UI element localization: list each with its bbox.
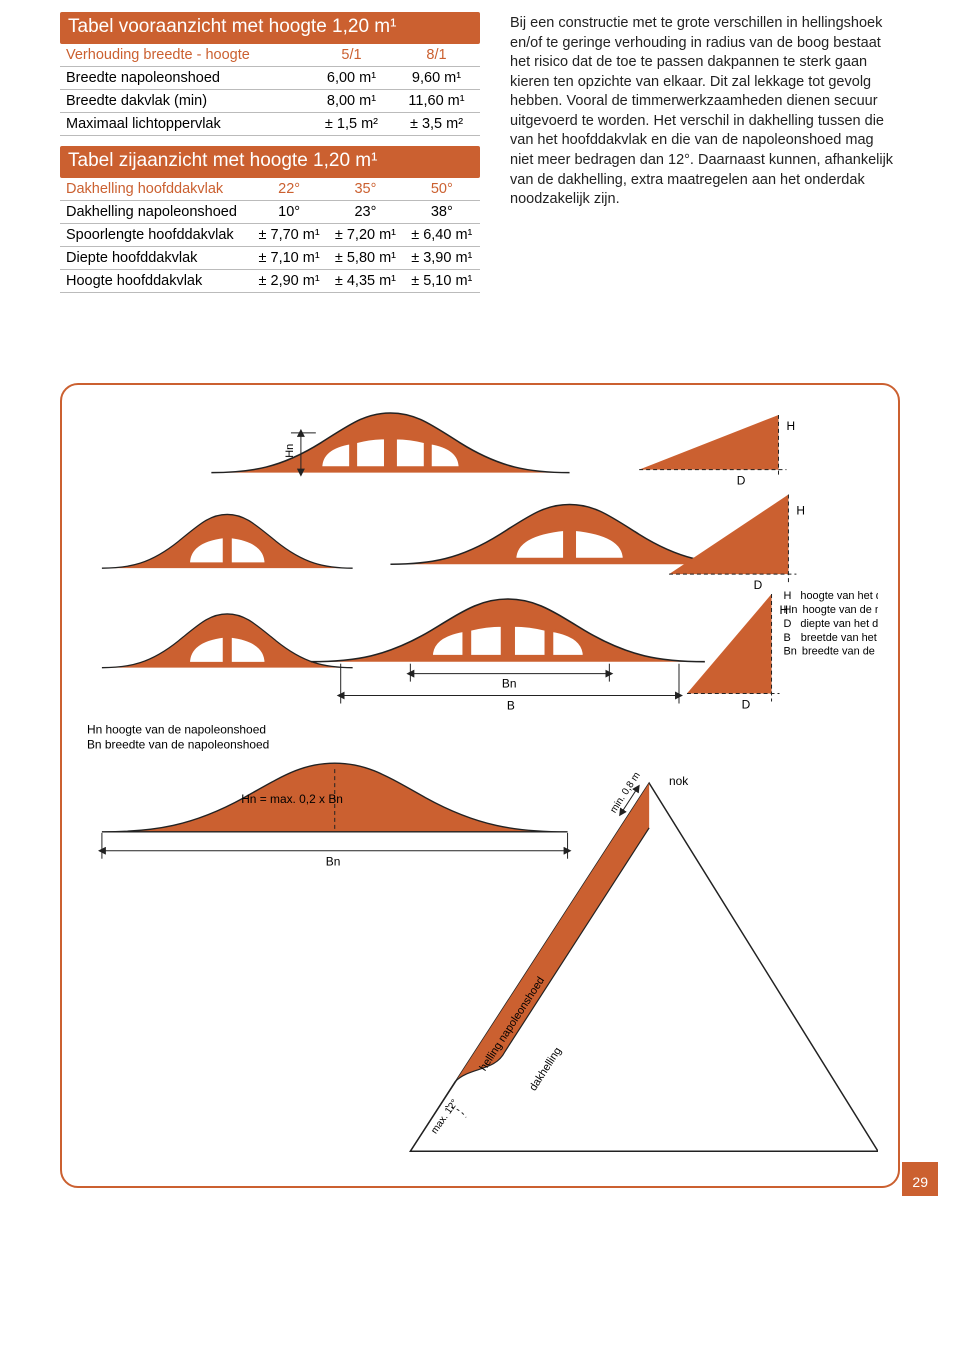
svg-text:Hn hoogte van de napoleonshoed: Hn hoogte van de napoleonshoed <box>783 604 878 616</box>
t2-r2c0: Diepte hoofddakvlak <box>60 247 251 270</box>
t2-r1c0: Spoorlengte hoofddakvlak <box>60 224 251 247</box>
t2-r3c0: Hoogte hoofddakvlak <box>60 270 251 293</box>
t2-r2c3: ± 3,90 m¹ <box>404 247 480 270</box>
t2-r2c2: ± 5,80 m¹ <box>327 247 403 270</box>
t1-r2c0: Maximaal lichtoppervlak <box>60 113 310 136</box>
table2-title: Tabel zijaanzicht met hoogte 1,20 m¹ <box>60 146 480 178</box>
table1: Verhouding breedte - hoogte 5/1 8/1 Bree… <box>60 44 480 136</box>
legend-right: H hoogte van het dak Hn hoogte van de na… <box>783 590 878 658</box>
label-Bn-lower: Bn <box>326 855 341 869</box>
page-number: 29 <box>902 1162 938 1196</box>
t2-r1c3: ± 6,40 m¹ <box>404 224 480 247</box>
t2-r0c3: 38° <box>404 201 480 224</box>
t1-r0c0: Breedte napoleonshoed <box>60 67 310 90</box>
t2-r0c0: Dakhelling napoleonshoed <box>60 201 251 224</box>
t1-r2c2: ± 3,5 m² <box>393 113 480 136</box>
label-D3: D <box>742 697 751 711</box>
label-max12: max. 12° <box>429 1098 461 1137</box>
t1-h0: Verhouding breedte - hoogte <box>60 44 310 67</box>
table1-title: Tabel vooraanzicht met hoogte 1,20 m¹ <box>60 12 480 44</box>
table2: Dakhelling hoofddakvlak 22° 35° 50° Dakh… <box>60 178 480 293</box>
paragraph-column: Bij een constructie met te grote verschi… <box>510 12 900 293</box>
t1-h2: 8/1 <box>393 44 480 67</box>
t1-r1c1: 8,00 m¹ <box>310 90 393 113</box>
svg-text:B breetde van het dakvlak: B breetde van het dakvlak <box>783 632 878 644</box>
tables-column: Tabel vooraanzicht met hoogte 1,20 m¹ Ve… <box>60 12 480 293</box>
t2-r3c3: ± 5,10 m¹ <box>404 270 480 293</box>
t2-r2c1: ± 7,10 m¹ <box>251 247 327 270</box>
label-H1: H <box>786 419 795 433</box>
t1-r0c2: 9,60 m¹ <box>393 67 480 90</box>
svg-text:H hoogte van het dak: H hoogte van het dak <box>783 590 878 602</box>
legend-left: Hn hoogte van de napoleonshoed Bn breedt… <box>87 722 269 751</box>
t2-r1c1: ± 7,70 m¹ <box>251 224 327 247</box>
t1-r1c0: Breedte dakvlak (min) <box>60 90 310 113</box>
t1-r0c1: 6,00 m¹ <box>310 67 393 90</box>
label-D2: D <box>754 578 763 592</box>
label-B: B <box>507 698 515 712</box>
svg-text:Hn hoogte van de napoleonshoed: Hn hoogte van de napoleonshoed <box>87 722 266 736</box>
label-helling-nap: helling napoleonshoed <box>477 975 547 1073</box>
label-H2: H <box>796 503 805 517</box>
t2-h3: 50° <box>404 178 480 201</box>
diagram-svg: Hn D H D <box>82 405 878 1171</box>
label-nok: nok <box>669 774 688 788</box>
t2-r3c1: ± 2,90 m¹ <box>251 270 327 293</box>
diagram-frame: Hn D H D <box>60 383 900 1188</box>
formula: Hn = max. 0,2 x Bn <box>241 792 343 806</box>
svg-text:Bn breedte van de napoleonshoe: Bn breedte van de napoleonshoed <box>783 646 878 658</box>
label-dakhelling: dakhelling <box>527 1045 564 1093</box>
t2-r0c1: 10° <box>251 201 327 224</box>
label-D1: D <box>737 474 746 488</box>
t2-r0c2: 23° <box>327 201 403 224</box>
t2-r1c2: ± 7,20 m¹ <box>327 224 403 247</box>
t2-r3c2: ± 4,35 m¹ <box>327 270 403 293</box>
svg-text:D diepte van het dakvlak: D diepte van het dakvlak <box>783 618 878 630</box>
t2-h0: Dakhelling hoofddakvlak <box>60 178 251 201</box>
t1-r2c1: ± 1,5 m² <box>310 113 393 136</box>
body-paragraph: Bij een constructie met te grote verschi… <box>510 14 900 210</box>
label-Bn-upper: Bn <box>502 677 517 691</box>
t2-h1: 22° <box>251 178 327 201</box>
t2-h2: 35° <box>327 178 403 201</box>
t1-r1c2: 11,60 m¹ <box>393 90 480 113</box>
t1-h1: 5/1 <box>310 44 393 67</box>
svg-text:Bn breedte van de napoleonsho: Bn breedte van de napoleonshoed <box>87 737 269 751</box>
label-Hn: Hn <box>284 444 296 458</box>
